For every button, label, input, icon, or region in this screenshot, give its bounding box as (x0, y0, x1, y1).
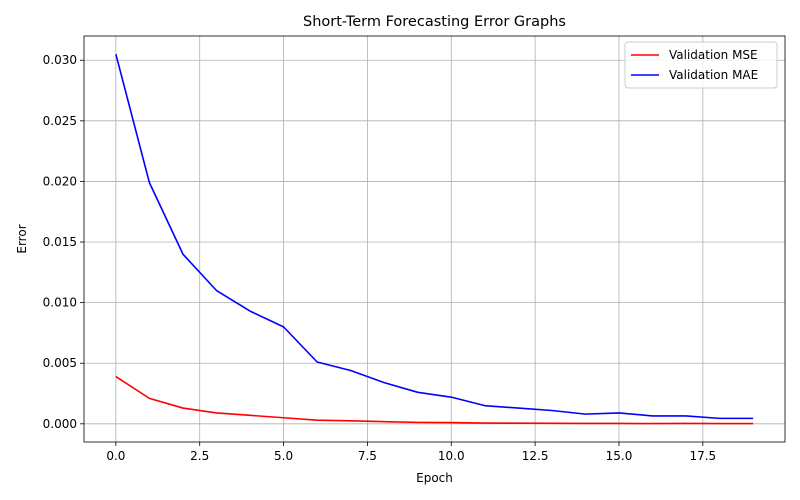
y-axis-label: Error (15, 224, 29, 253)
chart-title: Short-Term Forecasting Error Graphs (303, 14, 566, 30)
legend-label: Validation MAE (669, 68, 758, 82)
x-tick-label: 17.5 (689, 449, 716, 463)
x-tick-label: 0.0 (106, 449, 125, 463)
series-line-validation-mse (115, 375, 754, 425)
x-axis-label: Epoch (416, 471, 453, 485)
series-line-validation-mae (115, 53, 754, 420)
x-tick-label: 7.5 (358, 449, 377, 463)
y-tick-label: 0.000 (43, 417, 77, 431)
x-tick-label: 10.0 (438, 449, 465, 463)
y-axis-ticks: 0.000 0.005 0.010 0.015 0.020 0.025 0.030 (43, 53, 84, 431)
y-tick-label: 0.025 (43, 114, 77, 128)
x-axis-ticks: 0.0 2.5 5.0 7.5 10.0 12.5 15.0 17.5 (106, 442, 716, 463)
grid (84, 36, 785, 442)
x-tick-label: 2.5 (190, 449, 209, 463)
legend-box (624, 41, 778, 89)
legend-label: Validation MSE (669, 48, 758, 62)
x-tick-label: 5.0 (274, 449, 293, 463)
legend: Validation MSE Validation MAE (624, 41, 778, 89)
plot-frame (83, 35, 786, 443)
x-tick-label: 12.5 (522, 449, 549, 463)
y-tick-label: 0.020 (43, 174, 77, 188)
series-layer (115, 53, 754, 425)
y-tick-label: 0.005 (43, 356, 77, 370)
y-tick-label: 0.030 (43, 53, 77, 67)
x-tick-label: 15.0 (606, 449, 633, 463)
y-tick-label: 0.015 (43, 235, 77, 249)
y-tick-label: 0.010 (43, 296, 77, 310)
